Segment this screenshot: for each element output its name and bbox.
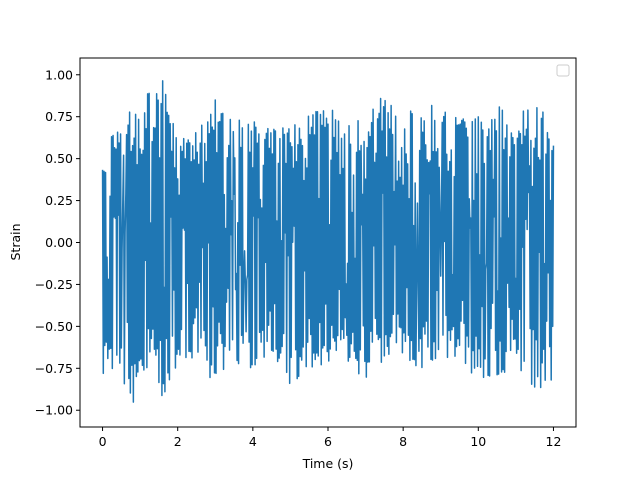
strain-series-line [101,80,555,403]
x-tick-label: 0 [99,434,107,449]
x-axis-label: Time (s) [302,456,354,471]
y-tick-label: −0.25 [35,277,73,292]
x-tick-label: 10 [470,434,486,449]
y-axis-label: Strain [8,223,23,260]
y-tick-label: 1.00 [45,67,73,82]
plot-area [101,80,555,403]
x-tick-label: 12 [546,434,562,449]
y-tick-label: 0.50 [45,151,73,166]
x-axis: 0 2 4 6 8 10 12 [99,427,562,449]
x-tick-label: 6 [324,434,332,449]
x-tick-label: 8 [399,434,407,449]
y-axis: −1.00 −0.75 −0.50 −0.25 0.00 0.25 0.50 0.75 1.00 [35,67,80,418]
x-tick-label: 4 [249,434,257,449]
y-tick-label: 0.25 [45,193,73,208]
x-tick-label: 2 [174,434,182,449]
y-tick-label: 0.00 [45,235,73,250]
y-tick-label: 0.75 [45,109,73,124]
y-tick-label: −1.00 [35,403,73,418]
y-tick-label: −0.50 [35,319,73,334]
legend-box [556,64,570,77]
y-tick-label: −0.75 [35,361,73,376]
